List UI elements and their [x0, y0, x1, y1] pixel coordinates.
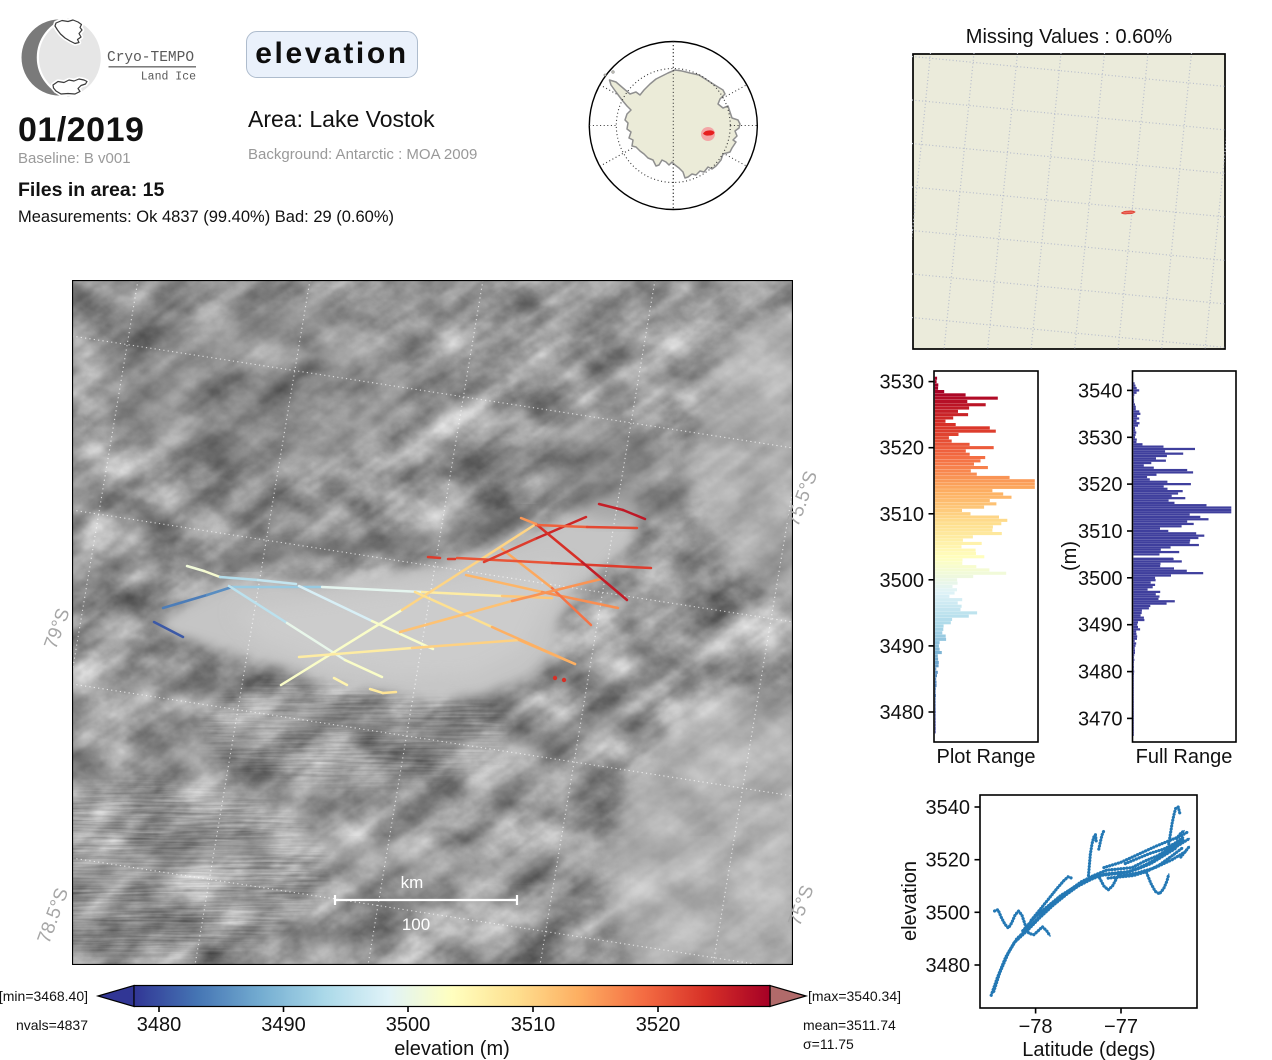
- svg-text:km: km: [401, 873, 424, 892]
- svg-text:3520: 3520: [926, 850, 971, 872]
- svg-text:σ=11.75: σ=11.75: [803, 1036, 854, 1052]
- svg-text:3540: 3540: [926, 797, 971, 819]
- svg-text:3470: 3470: [1078, 708, 1123, 730]
- svg-text:Land Ice: Land Ice: [141, 71, 196, 84]
- svg-text:Full Range: Full Range: [1136, 746, 1233, 768]
- svg-text:3480: 3480: [926, 955, 971, 977]
- svg-text:Cryo-TEMPO: Cryo-TEMPO: [107, 50, 194, 66]
- svg-text:−77: −77: [1104, 1016, 1138, 1038]
- svg-text:3490: 3490: [1078, 615, 1123, 637]
- svg-text:3510: 3510: [1078, 521, 1123, 543]
- svg-text:3490: 3490: [880, 636, 924, 658]
- svg-text:3530: 3530: [1078, 427, 1123, 449]
- svg-text:3510: 3510: [880, 504, 924, 526]
- svg-text:[min=3468.40]: [min=3468.40]: [0, 988, 88, 1004]
- svg-text:3500: 3500: [386, 1014, 431, 1036]
- svg-text:3520: 3520: [880, 438, 924, 460]
- svg-text:3480: 3480: [880, 702, 924, 724]
- svg-text:(m): (m): [1059, 541, 1081, 571]
- svg-text:3520: 3520: [636, 1014, 681, 1036]
- svg-text:elevation: elevation: [899, 861, 921, 941]
- svg-text:3500: 3500: [926, 902, 971, 924]
- svg-text:100: 100: [402, 915, 430, 934]
- svg-text:3500: 3500: [880, 570, 924, 592]
- svg-text:Latitude (degs): Latitude (degs): [1022, 1039, 1155, 1060]
- svg-text:3480: 3480: [1078, 662, 1123, 684]
- svg-text:3510: 3510: [511, 1014, 556, 1036]
- svg-text:−78: −78: [1019, 1016, 1053, 1038]
- svg-text:3490: 3490: [261, 1014, 306, 1036]
- svg-text:3530: 3530: [880, 372, 924, 394]
- svg-text:3500: 3500: [1078, 568, 1123, 590]
- svg-text:Plot Range: Plot Range: [937, 746, 1036, 768]
- svg-text:3540: 3540: [1078, 380, 1123, 402]
- svg-text:mean=3511.74: mean=3511.74: [803, 1017, 896, 1033]
- svg-text:nvals=4837: nvals=4837: [16, 1017, 88, 1033]
- svg-text:3520: 3520: [1078, 474, 1123, 496]
- svg-text:3480: 3480: [137, 1014, 182, 1036]
- svg-text:elevation (m): elevation (m): [394, 1038, 510, 1060]
- svg-text:[max=3540.34]: [max=3540.34]: [808, 988, 901, 1004]
